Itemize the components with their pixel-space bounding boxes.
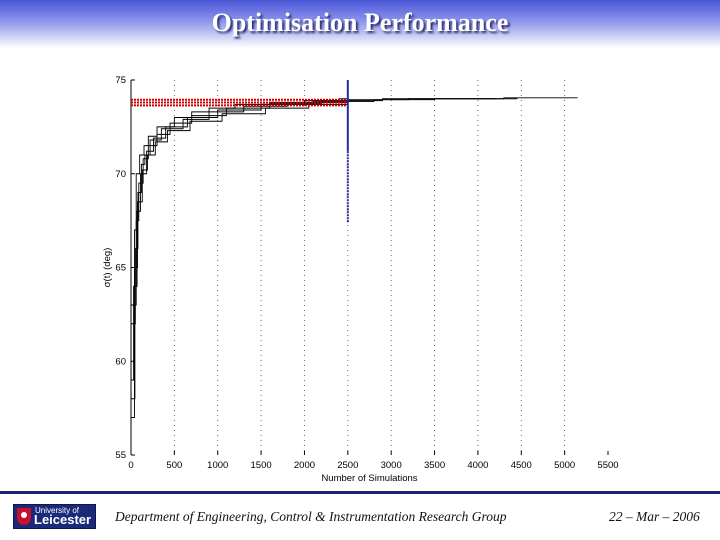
x-tick-label: 2000: [294, 460, 315, 471]
x-tick-label: 3500: [424, 460, 445, 471]
y-tick-label: 55: [115, 450, 126, 461]
x-tick-label: 2500: [337, 460, 358, 471]
x-tick-label: 0: [128, 460, 133, 471]
x-axis-label: Number of Simulations: [321, 473, 417, 484]
plot-area: [131, 80, 608, 455]
x-tick-label: 4000: [467, 460, 488, 471]
x-tick-label: 3000: [381, 460, 402, 471]
y-tick-label: 60: [115, 356, 126, 367]
logo-line1: University of: [35, 506, 80, 515]
y-tick-label: 65: [115, 263, 126, 274]
series-line-4: [131, 97, 578, 306]
x-tick-label: 500: [166, 460, 182, 471]
y-axis-label: σ(t) (deg): [102, 248, 113, 288]
slide-title: Optimisation Performance: [211, 8, 509, 37]
x-tick-label: 4500: [511, 460, 532, 471]
y-tick-label: 70: [115, 169, 126, 180]
x-tick-label: 1000: [207, 460, 228, 471]
footer-divider: [0, 491, 720, 494]
series-line-5: [131, 102, 349, 400]
logo-line2: Leicester: [34, 512, 92, 527]
x-tick-label: 5000: [554, 460, 575, 471]
y-tick-label: 75: [115, 75, 126, 86]
footer-date: 22 – Mar – 2006: [609, 509, 700, 524]
x-tick-label: 1500: [251, 460, 272, 471]
footer-department: Department of Engineering, Control & Ins…: [115, 509, 507, 524]
x-tick-label: 5500: [597, 460, 618, 471]
shield-icon: [17, 508, 31, 525]
convergence-chart: 55 60 65 70 75 0 500 1000 1500 2000 2500 3000 3500 40…: [102, 75, 619, 484]
title-bar: [0, 0, 720, 48]
university-logo: University of Leicester: [13, 504, 96, 529]
